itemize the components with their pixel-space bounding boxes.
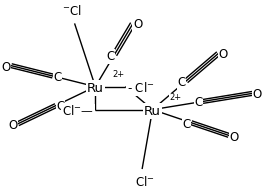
Text: O: O — [2, 61, 11, 74]
Text: Ru: Ru — [144, 105, 161, 118]
Text: 2+: 2+ — [169, 93, 182, 102]
Text: O: O — [219, 48, 228, 61]
Text: C: C — [183, 118, 191, 131]
Text: O: O — [253, 88, 262, 101]
Text: C: C — [106, 50, 114, 63]
Text: C: C — [56, 100, 65, 113]
Text: $^{-}$Cl: $^{-}$Cl — [62, 4, 82, 18]
Text: 2+: 2+ — [112, 70, 124, 79]
Text: C: C — [53, 71, 61, 84]
Text: - Cl$^{-}$: - Cl$^{-}$ — [126, 81, 154, 95]
Text: Cl$^{-}$—: Cl$^{-}$— — [62, 104, 94, 118]
Text: C: C — [177, 76, 186, 89]
Text: O: O — [133, 18, 142, 31]
Text: Cl$^{-}$: Cl$^{-}$ — [135, 175, 154, 189]
Text: Ru: Ru — [87, 82, 104, 95]
Text: O: O — [229, 130, 238, 144]
Text: C: C — [194, 96, 202, 109]
Text: O: O — [8, 119, 17, 132]
